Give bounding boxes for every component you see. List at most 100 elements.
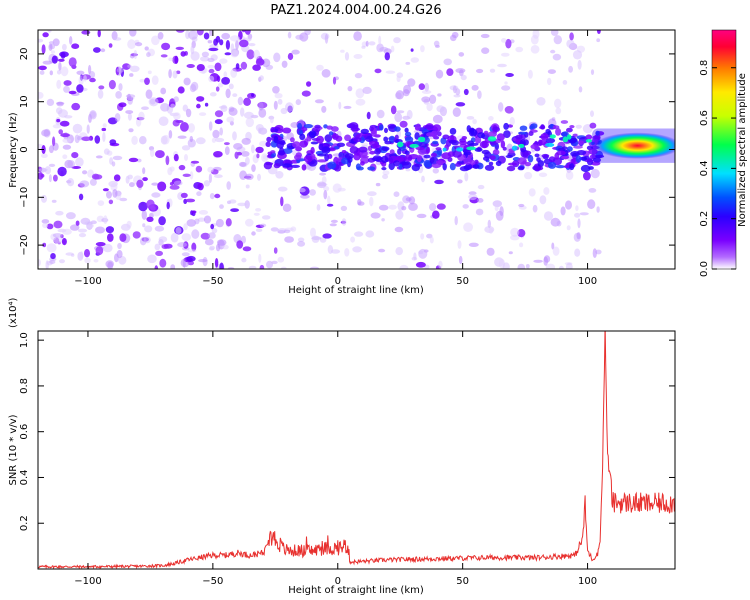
noise-blob: [86, 124, 90, 134]
band-blob: [266, 136, 272, 143]
noise-blob: [316, 64, 324, 71]
noise-blob: [410, 48, 414, 52]
noise-blob: [458, 255, 463, 265]
noise-blob: [259, 75, 264, 81]
noise-blob: [199, 112, 207, 116]
band-blob: [316, 135, 324, 144]
y-tick-label: 0.8: [19, 378, 30, 394]
noise-blob: [127, 93, 131, 101]
colorbar-tick-label: 0.2: [699, 211, 710, 227]
band-blob: [344, 134, 352, 142]
noise-blob: [172, 70, 178, 79]
noise-blob: [394, 226, 404, 233]
noise-blob: [213, 151, 223, 158]
noise-blob: [53, 174, 58, 182]
noise-blob: [214, 62, 222, 72]
band-blob: [481, 140, 488, 149]
band-blob: [349, 146, 359, 154]
noise-blob: [158, 216, 166, 226]
noise-blob: [177, 86, 185, 94]
noise-blob: [207, 166, 214, 173]
noise-blob: [550, 30, 559, 36]
noise-blob: [550, 49, 556, 54]
noise-blob: [55, 210, 64, 216]
noise-blob: [42, 60, 53, 65]
noise-blob: [436, 105, 445, 113]
noise-blob: [207, 40, 213, 44]
noise-blob: [100, 48, 106, 53]
noise-blob: [477, 184, 485, 190]
x-tick-label: −100: [74, 276, 101, 287]
noise-blob: [48, 43, 53, 51]
band-blob: [360, 128, 369, 134]
noise-blob: [421, 96, 431, 103]
band-blob: [404, 127, 409, 133]
noise-blob: [147, 254, 157, 264]
noise-blob: [258, 253, 262, 263]
y-tick-label: 1.0: [19, 332, 30, 348]
noise-blob: [256, 153, 260, 159]
noise-blob: [343, 105, 352, 109]
noise-blob: [396, 75, 401, 83]
band-blob: [374, 148, 381, 155]
band-bright-spot: [549, 134, 556, 139]
noise-blob: [421, 175, 425, 183]
band-blob: [327, 153, 333, 159]
band-blob: [541, 153, 550, 158]
noise-blob: [191, 229, 200, 239]
band-blob: [344, 153, 354, 160]
spectrogram-blobs: [38, 30, 605, 269]
noise-blob: [530, 34, 539, 45]
band-blob: [388, 157, 394, 165]
noise-blob: [251, 164, 256, 173]
band-blob: [552, 125, 560, 130]
noise-blob: [71, 43, 80, 49]
band-blob: [398, 163, 403, 170]
noise-blob: [48, 163, 56, 167]
band-blob: [481, 149, 490, 155]
noise-blob: [68, 57, 77, 67]
band-blob: [292, 141, 301, 148]
band-blob: [595, 130, 600, 136]
noise-blob: [38, 65, 47, 71]
noise-blob: [141, 210, 147, 220]
band-blob: [442, 134, 450, 140]
band-bright-spot: [456, 147, 464, 152]
band-bright-spot: [409, 143, 419, 148]
noise-blob: [42, 242, 47, 248]
noise-blob: [532, 204, 538, 213]
band-blob: [548, 156, 556, 163]
band-blob: [316, 159, 327, 163]
noise-blob: [394, 112, 403, 123]
noise-blob: [543, 256, 548, 266]
noise-blob: [314, 99, 324, 104]
noise-blob: [475, 208, 484, 216]
figure-title: PAZ1.2024.004.00.24.G26: [270, 3, 441, 18]
noise-blob: [498, 102, 504, 112]
noise-blob: [596, 38, 601, 43]
colorbar-tick-label: 0.8: [699, 60, 710, 76]
band-blob: [566, 127, 573, 133]
noise-blob: [38, 172, 44, 180]
band-blob: [303, 155, 313, 163]
band-blob: [561, 155, 570, 160]
noise-blob: [95, 246, 104, 256]
noise-blob: [259, 264, 265, 269]
noise-blob: [63, 115, 73, 119]
noise-blob: [175, 30, 185, 33]
noise-blob: [365, 40, 369, 47]
noise-blob: [52, 124, 61, 129]
noise-blob: [224, 146, 230, 156]
noise-blob: [89, 178, 97, 186]
noise-blob: [166, 201, 170, 210]
noise-blob: [291, 49, 300, 55]
noise-blob: [95, 155, 103, 159]
band-blob: [527, 154, 534, 163]
noise-blob: [103, 243, 113, 253]
noise-blob: [200, 56, 210, 62]
band-blob: [518, 131, 527, 135]
noise-blob: [590, 168, 600, 179]
noise-blob: [201, 51, 209, 58]
band-blob: [282, 163, 292, 168]
noise-blob: [399, 264, 409, 269]
